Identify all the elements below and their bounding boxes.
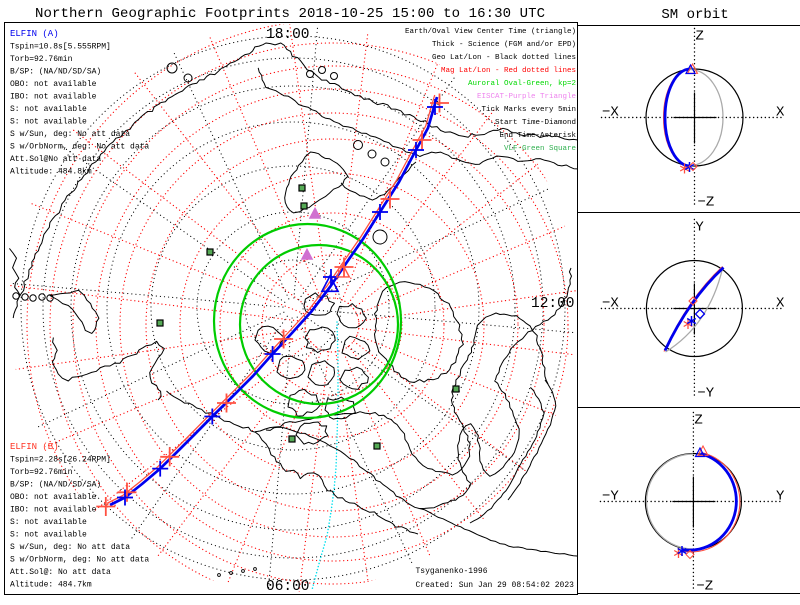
- svg-text:Att.Sol@: No att data: Att.Sol@: No att data: [10, 568, 111, 577]
- svg-text:S w/OrbNorm, deg: No att data: S w/OrbNorm, deg: No att data: [10, 556, 149, 565]
- svg-text:IBO: not available: IBO: not available: [10, 506, 97, 515]
- svg-text:B/SP: (NA/ND/SD/SA): B/SP: (NA/ND/SD/SA): [10, 481, 101, 490]
- svg-text:Geo Lat/Lon - Black dotted lin: Geo Lat/Lon - Black dotted lines: [432, 54, 576, 62]
- svg-text:Y: Y: [695, 220, 704, 236]
- svg-text:Z: Z: [696, 29, 704, 45]
- svg-text:Torb=92.76min: Torb=92.76min: [10, 468, 73, 477]
- svg-text:18:00: 18:00: [266, 27, 310, 43]
- svg-text:VLF-Green Square: VLF-Green Square: [504, 145, 576, 153]
- svg-text:OBO: not available: OBO: not available: [10, 80, 97, 89]
- svg-text:Auroral Oval-Green, kp=2: Auroral Oval-Green, kp=2: [468, 80, 576, 88]
- svg-text:Created: Sun Jan 29 08:54:02 2: Created: Sun Jan 29 08:54:02 2023: [416, 581, 575, 590]
- svg-text:Tspin=2.28s[26.24RPM]: Tspin=2.28s[26.24RPM]: [10, 456, 111, 465]
- svg-text:Mag Lat/Lon - Red dotted lines: Mag Lat/Lon - Red dotted lines: [441, 67, 576, 75]
- svg-text:Earth/Oval View Center Time (t: Earth/Oval View Center Time (triangle): [405, 28, 576, 36]
- svg-text:S: not available: S: not available: [10, 518, 87, 527]
- svg-text:06:00: 06:00: [266, 579, 310, 595]
- svg-text:OBO: not available: OBO: not available: [10, 493, 97, 502]
- svg-text:Thick - Science (FGM and/or EP: Thick - Science (FGM and/or EPD): [432, 41, 576, 49]
- svg-text:Tspin=10.8s[5.555RPM]: Tspin=10.8s[5.555RPM]: [10, 43, 111, 52]
- svg-text:−Y: −Y: [602, 489, 619, 505]
- svg-text:IBO: not available: IBO: not available: [10, 93, 97, 102]
- svg-text:ELFIN (B): ELFIN (B): [10, 442, 59, 452]
- svg-text:Altitude: 484.7km: Altitude: 484.7km: [10, 581, 92, 590]
- svg-text:X: X: [776, 296, 785, 312]
- svg-text:−Y: −Y: [697, 386, 714, 402]
- svg-text:Tsyganenko-1996: Tsyganenko-1996: [416, 567, 488, 576]
- svg-text:12:00: 12:00: [531, 296, 575, 312]
- svg-text:End Time-Asterisk: End Time-Asterisk: [499, 132, 576, 140]
- svg-text:S w/Sun, deg: No att data: S w/Sun, deg: No att data: [10, 130, 130, 139]
- svg-text:SM orbit: SM orbit: [661, 7, 728, 23]
- svg-text:−Z: −Z: [698, 195, 715, 211]
- svg-text:−X: −X: [602, 105, 619, 121]
- svg-text:S: not available: S: not available: [10, 105, 87, 114]
- svg-text:Z: Z: [694, 413, 702, 429]
- svg-text:ELFIN (A): ELFIN (A): [10, 29, 59, 39]
- svg-text:Torb=92.76min: Torb=92.76min: [10, 55, 73, 64]
- svg-text:Start Time-Diamond: Start Time-Diamond: [495, 119, 576, 127]
- svg-text:Y: Y: [776, 489, 785, 505]
- svg-text:−X: −X: [602, 296, 619, 312]
- svg-text:Att.Sol@No att data: Att.Sol@No att data: [10, 155, 101, 164]
- svg-text:S: not available: S: not available: [10, 531, 87, 540]
- svg-text:−Z: −Z: [696, 579, 713, 595]
- svg-text:S w/Sun, deg: No att data: S w/Sun, deg: No att data: [10, 543, 130, 552]
- svg-text:Northern Geographic Footprints: Northern Geographic Footprints 2018-10-2…: [35, 6, 545, 22]
- svg-text:X: X: [776, 105, 785, 121]
- svg-text:S: not available: S: not available: [10, 118, 87, 127]
- svg-text:S w/OrbNorm, deg: No att data: S w/OrbNorm, deg: No att data: [10, 143, 149, 152]
- svg-text:EISCAT-Purple Triangle: EISCAT-Purple Triangle: [477, 93, 576, 101]
- svg-text:Tick Marks every 5min: Tick Marks every 5min: [481, 106, 576, 114]
- svg-text:Altitude: 484.8km: Altitude: 484.8km: [10, 168, 92, 177]
- svg-text:B/SP: (NA/ND/SD/SA): B/SP: (NA/ND/SD/SA): [10, 68, 101, 77]
